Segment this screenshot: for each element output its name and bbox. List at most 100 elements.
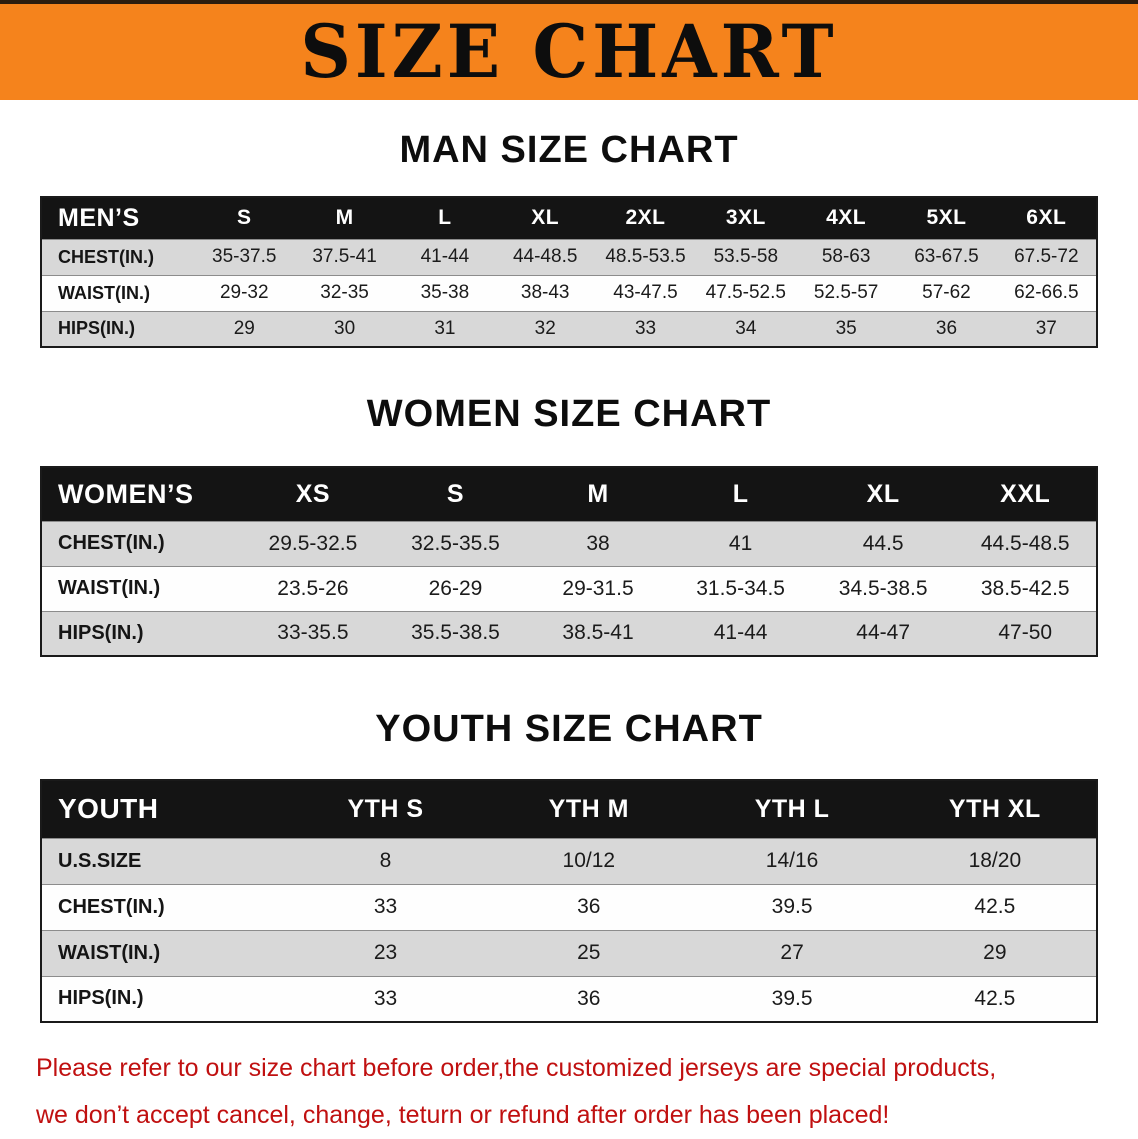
value-cell: 67.5-72	[996, 238, 1097, 275]
size-header-cell: XL	[495, 197, 596, 239]
size-header-cell: 3XL	[695, 197, 796, 239]
value-cell: 33	[283, 975, 488, 1022]
table-row: WAIST(IN.) 29-32 32-35 35-38 38-43 43-47.5 47.…	[41, 274, 1097, 311]
size-header-cell: 6XL	[996, 197, 1097, 239]
value-cell: 35-38	[394, 274, 496, 311]
value-cell: 57-62	[896, 274, 997, 311]
table-header-row: WOMEN’S XS S M L XL XXL	[41, 467, 1097, 521]
disclaimer-line-2: we don’t accept cancel, change, teturn o…	[36, 1101, 890, 1129]
size-header-cell: L	[394, 197, 496, 239]
value-cell: 23.5-26	[241, 565, 385, 611]
value-cell: 30	[294, 310, 395, 347]
value-cell: 33-35.5	[241, 610, 385, 656]
table-title-cell: YOUTH	[41, 780, 284, 838]
value-cell: 31	[394, 310, 496, 347]
value-cell: 37	[996, 310, 1097, 347]
row-label-cell: WAIST(IN.)	[41, 929, 284, 976]
value-cell: 44-48.5	[495, 238, 596, 275]
value-cell: 63-67.5	[896, 238, 997, 275]
table-header-row: YOUTH YTH S YTH M YTH L YTH XL	[41, 780, 1097, 838]
value-cell: 42.5	[893, 975, 1097, 1022]
size-header-cell: M	[294, 197, 395, 239]
size-header-cell: XL	[811, 467, 955, 521]
women-size-table: WOMEN’S XS S M L XL XXL CHEST(IN.) 29.5-32.5 32.5…	[40, 466, 1098, 657]
value-cell: 62-66.5	[996, 274, 1097, 311]
value-cell: 25	[487, 929, 691, 976]
row-label-cell: U.S.SIZE	[41, 837, 284, 884]
value-cell: 38	[526, 520, 670, 566]
value-cell: 29	[893, 929, 1097, 976]
value-cell: 29.5-32.5	[241, 520, 385, 566]
size-header-cell: YTH M	[487, 780, 691, 838]
value-cell: 10/12	[487, 837, 691, 884]
women-size-chart-heading: WOMEN SIZE CHART	[366, 393, 772, 435]
table-row: HIPS(IN.) 33 36 39.5 42.5	[41, 975, 1097, 1022]
man-size-chart-section: MAN SIZE CHART MEN’S S M L XL 2XL 3XL 4XL 5XL 6XL…	[0, 128, 1138, 348]
value-cell: 39.5	[690, 975, 894, 1022]
value-cell: 47-50	[954, 610, 1097, 656]
value-cell: 38.5-41	[526, 610, 670, 656]
table-row: CHEST(IN.) 33 36 39.5 42.5	[41, 883, 1097, 930]
row-label-cell: HIPS(IN.)	[41, 310, 195, 347]
disclaimer-line-1: Please refer to our size chart before or…	[36, 1054, 997, 1082]
table-row: CHEST(IN.) 29.5-32.5 32.5-35.5 38 41 44.5 44.5…	[41, 520, 1097, 566]
man-size-chart-heading: MAN SIZE CHART	[399, 129, 739, 171]
value-cell: 36	[487, 975, 691, 1022]
value-cell: 44.5	[811, 520, 955, 566]
value-cell: 34	[695, 310, 796, 347]
row-label-cell: HIPS(IN.)	[41, 975, 284, 1022]
value-cell: 35.5-38.5	[384, 610, 527, 656]
size-header-cell: M	[526, 467, 670, 521]
table-header-row: MEN’S S M L XL 2XL 3XL 4XL 5XL 6XL	[41, 197, 1097, 239]
youth-size-table: YOUTH YTH S YTH M YTH L YTH XL U.S.SIZE 8 10/12…	[40, 779, 1098, 1023]
size-header-cell: YTH XL	[893, 780, 1097, 838]
value-cell: 48.5-53.5	[595, 238, 696, 275]
size-header-cell: YTH L	[690, 780, 894, 838]
value-cell: 31.5-34.5	[669, 565, 812, 611]
value-cell: 29	[194, 310, 295, 347]
youth-size-chart-section: YOUTH SIZE CHART YOUTH YTH S YTH M YTH L YTH…	[0, 707, 1138, 1023]
value-cell: 32-35	[294, 274, 395, 311]
size-header-cell: XXL	[954, 467, 1097, 521]
value-cell: 8	[283, 837, 488, 884]
value-cell: 38-43	[495, 274, 596, 311]
size-header-cell: S	[194, 197, 295, 239]
table-row: HIPS(IN.) 33-35.5 35.5-38.5 38.5-41 41-44 44-…	[41, 610, 1097, 656]
value-cell: 44.5-48.5	[954, 520, 1097, 566]
row-label-cell: CHEST(IN.)	[41, 238, 195, 275]
value-cell: 58-63	[795, 238, 897, 275]
value-cell: 47.5-52.5	[695, 274, 796, 311]
size-header-cell: 4XL	[795, 197, 897, 239]
value-cell: 41-44	[669, 610, 812, 656]
youth-size-chart-heading: YOUTH SIZE CHART	[375, 708, 763, 750]
women-size-chart-section: WOMEN SIZE CHART WOMEN’S XS S M L XL XXL CHEST(…	[0, 392, 1138, 657]
table-row: CHEST(IN.) 35-37.5 37.5-41 41-44 44-48.5 48.5…	[41, 238, 1097, 275]
row-label-cell: CHEST(IN.)	[41, 520, 242, 566]
value-cell: 18/20	[893, 837, 1097, 884]
size-header-cell: YTH S	[283, 780, 488, 838]
value-cell: 23	[283, 929, 488, 976]
value-cell: 36	[487, 883, 691, 930]
value-cell: 37.5-41	[294, 238, 395, 275]
value-cell: 41-44	[394, 238, 496, 275]
men-size-table: MEN’S S M L XL 2XL 3XL 4XL 5XL 6XL CHEST(IN.) 35-37…	[40, 196, 1098, 348]
value-cell: 32.5-35.5	[384, 520, 527, 566]
value-cell: 35-37.5	[194, 238, 295, 275]
value-cell: 38.5-42.5	[954, 565, 1097, 611]
row-label-cell: HIPS(IN.)	[41, 610, 242, 656]
value-cell: 41	[669, 520, 812, 566]
value-cell: 34.5-38.5	[811, 565, 955, 611]
size-chart-banner: SIZE CHART	[0, 0, 1138, 100]
value-cell: 35	[795, 310, 897, 347]
value-cell: 26-29	[384, 565, 527, 611]
value-cell: 29-32	[194, 274, 295, 311]
value-cell: 14/16	[690, 837, 894, 884]
size-header-cell: 5XL	[896, 197, 997, 239]
row-label-cell: WAIST(IN.)	[41, 274, 195, 311]
value-cell: 29-31.5	[526, 565, 670, 611]
table-title-cell: MEN’S	[41, 197, 195, 239]
disclaimer: Please refer to our size chart before or…	[36, 1045, 1102, 1139]
value-cell: 42.5	[893, 883, 1097, 930]
banner-title: SIZE CHART	[300, 7, 838, 96]
value-cell: 33	[283, 883, 488, 930]
